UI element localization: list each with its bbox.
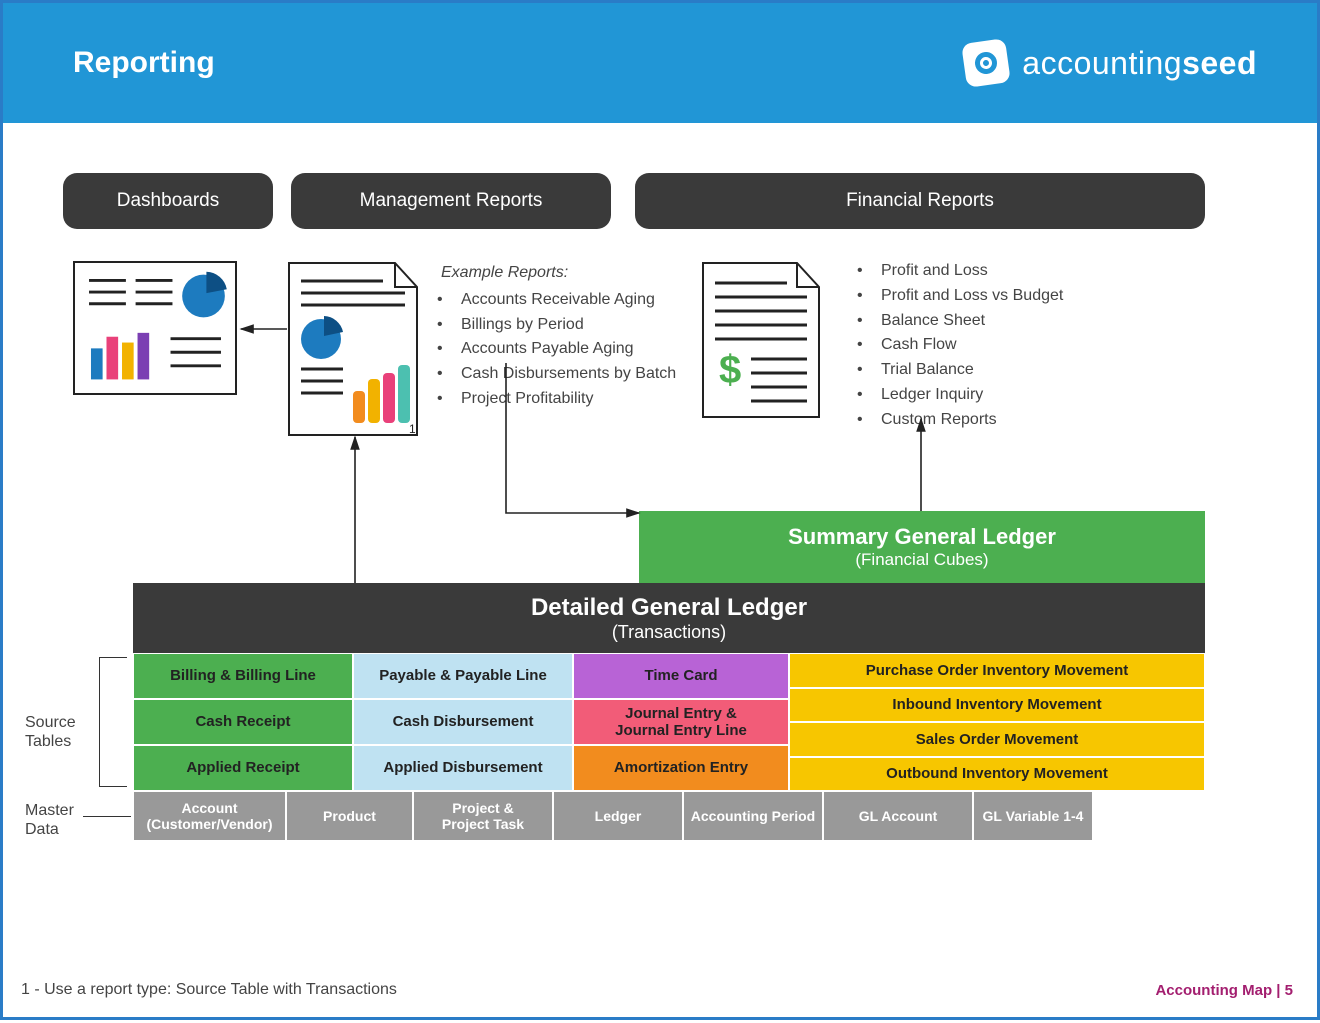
page-header: Reporting accountingseed <box>3 3 1317 123</box>
brand: accountingseed <box>964 41 1257 85</box>
dashboard-icon <box>73 261 237 395</box>
source-tables-label: SourceTables <box>25 713 76 751</box>
summary-general-ledger: Summary General Ledger (Financial Cubes) <box>639 511 1205 583</box>
financial-report-item: Cash Flow <box>881 333 1063 358</box>
tab-dashboards: Dashboards <box>63 173 273 229</box>
master-data-cell: GL Account <box>823 791 973 841</box>
source-table-cell: Applied Receipt <box>133 745 353 791</box>
source-table-cell: Purchase Order Inventory Movement <box>789 653 1205 688</box>
tab-management-reports: Management Reports <box>291 173 611 229</box>
footnote: 1 - Use a report type: Source Table with… <box>21 981 397 999</box>
financial-report-item: Profit and Loss vs Budget <box>881 284 1063 309</box>
source-table-cell: Journal Entry &Journal Entry Line <box>573 699 789 745</box>
master-data-cell: Account(Customer/Vendor) <box>133 791 286 841</box>
financial-report-icon: $ <box>701 261 821 419</box>
source-table-cell: Sales Order Movement <box>789 722 1205 757</box>
financial-reports-list: Profit and LossProfit and Loss vs Budget… <box>861 259 1063 433</box>
brand-logo-icon <box>961 38 1011 88</box>
tab-financial-reports: Financial Reports <box>635 173 1205 229</box>
example-reports-list: Example Reports: Accounts Receivable Agi… <box>441 261 676 412</box>
example-report-item: Cash Disbursements by Batch <box>461 362 676 387</box>
source-table-cell: Applied Disbursement <box>353 745 573 791</box>
example-report-item: Billings by Period <box>461 313 676 338</box>
master-data-label: MasterData <box>25 801 74 839</box>
financial-report-item: Ledger Inquiry <box>881 383 1063 408</box>
source-table-cell: Outbound Inventory Movement <box>789 757 1205 792</box>
master-data-cell: Ledger <box>553 791 683 841</box>
source-table-cell: Inbound Inventory Movement <box>789 688 1205 723</box>
source-table-cell: Payable & Payable Line <box>353 653 573 699</box>
svg-text:$: $ <box>719 348 741 392</box>
tabs-row: Dashboards Management Reports Financial … <box>63 173 1257 229</box>
master-data-cell: Product <box>286 791 413 841</box>
master-data-connector <box>83 816 131 817</box>
source-table-cell: Billing & Billing Line <box>133 653 353 699</box>
financial-report-item: Custom Reports <box>881 408 1063 433</box>
management-report-icon: 1 <box>287 261 419 437</box>
example-report-item: Accounts Receivable Aging <box>461 288 676 313</box>
financial-report-item: Trial Balance <box>881 358 1063 383</box>
financial-report-item: Balance Sheet <box>881 309 1063 334</box>
master-data-cell: GL Variable 1-4 <box>973 791 1093 841</box>
financial-report-item: Profit and Loss <box>881 259 1063 284</box>
example-reports-header: Example Reports: <box>441 261 676 286</box>
page-label: Accounting Map | 5 <box>1155 982 1293 999</box>
source-bracket <box>99 657 127 787</box>
source-table-cell: Cash Receipt <box>133 699 353 745</box>
example-report-item: Accounts Payable Aging <box>461 337 676 362</box>
brand-text: accountingseed <box>1022 45 1257 82</box>
source-table-cell: Amortization Entry <box>573 745 789 791</box>
master-data-cell: Project &Project Task <box>413 791 553 841</box>
master-data-cell: Accounting Period <box>683 791 823 841</box>
page-title: Reporting <box>73 46 215 80</box>
source-table-cell: Time Card <box>573 653 789 699</box>
example-report-item: Project Profitability <box>461 387 676 412</box>
source-table-cell: Cash Disbursement <box>353 699 573 745</box>
svg-text:1: 1 <box>409 422 416 436</box>
detailed-general-ledger: Detailed General Ledger (Transactions) <box>133 583 1205 653</box>
